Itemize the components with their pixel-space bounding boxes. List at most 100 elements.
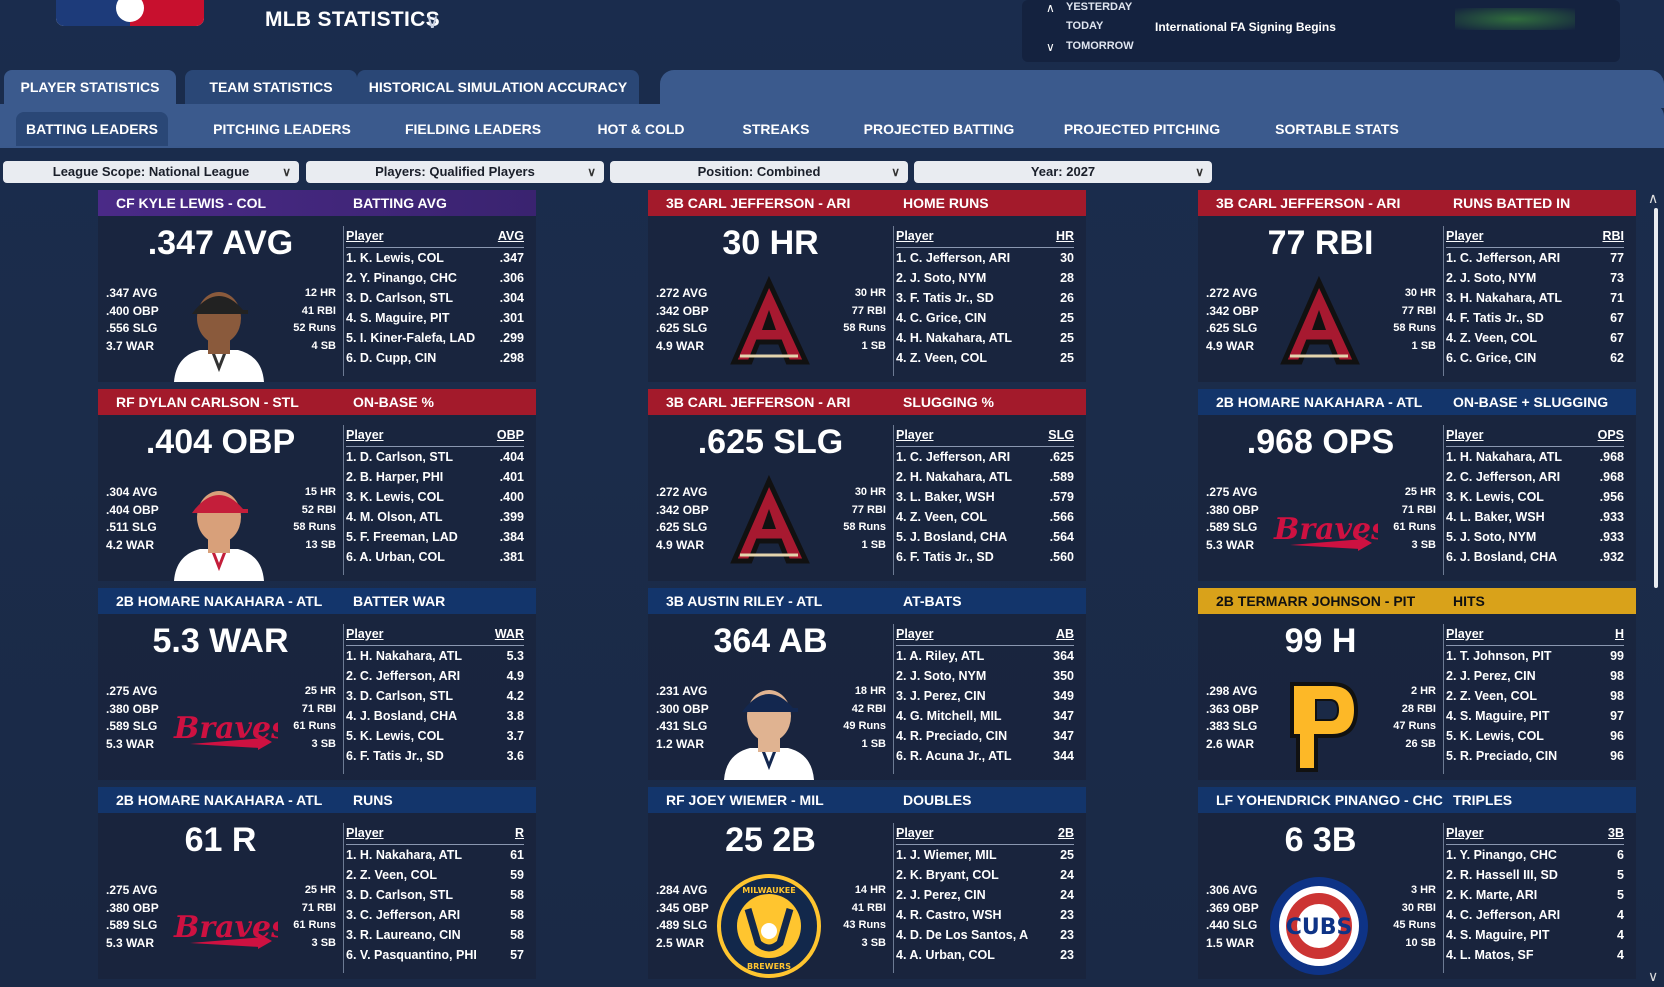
leader-row[interactable]: 4. Z. Veen, COL 67: [1446, 328, 1624, 348]
leader-row[interactable]: 1. D. Carlson, STL .404: [346, 447, 524, 467]
subtab-sortable-stats[interactable]: SORTABLE STATS: [1275, 121, 1399, 137]
col-stat[interactable]: H: [1614, 627, 1624, 641]
col-player[interactable]: Player: [346, 826, 384, 840]
card-player-name[interactable]: 2B HOMARE NAKAHARA - ATL: [116, 792, 323, 808]
leader-row[interactable]: 3. K. Lewis, COL .400: [346, 487, 524, 507]
leader-row[interactable]: 6. V. Pasquantino, PHI 57: [346, 945, 524, 965]
subtab-pitching-leaders[interactable]: PITCHING LEADERS: [213, 121, 351, 137]
col-stat[interactable]: HR: [1055, 229, 1074, 243]
col-player[interactable]: Player: [346, 428, 384, 442]
leader-row[interactable]: 3. C. Jefferson, ARI 58: [346, 905, 524, 925]
leader-row[interactable]: 2. J. Soto, NYM 28: [896, 268, 1074, 288]
leader-row[interactable]: 3. L. Baker, WSH .579: [896, 487, 1074, 507]
leader-row[interactable]: 4. L. Matos, SF 4: [1446, 945, 1624, 965]
leader-row[interactable]: 2. H. Nakahara, ATL .589: [896, 467, 1074, 487]
scroll-down-icon[interactable]: ∨: [1648, 968, 1659, 984]
col-stat[interactable]: AVG: [497, 229, 524, 243]
leader-card[interactable]: LF YOHENDRICK PINANGO - CHC TRIPLES 6 3B…: [1198, 787, 1636, 979]
subtab-fielding-leaders[interactable]: FIELDING LEADERS: [404, 121, 542, 137]
card-player-name[interactable]: 2B HOMARE NAKAHARA - ATL: [1216, 394, 1423, 410]
league-scope-dropdown[interactable]: League Scope: National League ∨: [3, 161, 299, 183]
card-player-name[interactable]: RF DYLAN CARLSON - STL: [116, 394, 299, 410]
news-tomorrow[interactable]: TOMORROW: [1066, 40, 1134, 52]
leader-row[interactable]: 6. F. Tatis Jr., SD 3.6: [346, 746, 524, 766]
leader-row[interactable]: 3. R. Laureano, CIN 58: [346, 925, 524, 945]
leader-row[interactable]: 4. A. Urban, COL 23: [896, 945, 1074, 965]
subtab-hot-cold[interactable]: HOT & COLD: [597, 121, 685, 137]
col-stat[interactable]: 3B: [1608, 826, 1624, 840]
leader-row[interactable]: 2. J. Perez, CIN 98: [1446, 666, 1624, 686]
leader-row[interactable]: 5. J. Soto, NYM .933: [1446, 527, 1624, 547]
col-player[interactable]: Player: [896, 627, 934, 641]
tab-historical-simulation-accuracy[interactable]: HISTORICAL SIMULATION ACCURACY: [357, 70, 639, 104]
subtab-projected-batting[interactable]: PROJECTED BATTING: [863, 121, 1015, 137]
leader-row[interactable]: 2. J. Soto, NYM 350: [896, 666, 1074, 686]
card-player-name[interactable]: 3B CARL JEFFERSON - ARI: [1216, 195, 1401, 211]
leader-row[interactable]: 4. S. Maguire, PIT 4: [1446, 925, 1624, 945]
leader-row[interactable]: 1. C. Jefferson, ARI .625: [896, 447, 1074, 467]
scrollbar[interactable]: [1654, 208, 1658, 588]
leader-card[interactable]: 2B HOMARE NAKAHARA - ATL RUNS 61 R Brave…: [98, 787, 536, 979]
card-player-name[interactable]: 3B CARL JEFFERSON - ARI: [666, 195, 851, 211]
leader-row[interactable]: 2. Y. Pinango, CHC .306: [346, 268, 524, 288]
leader-card[interactable]: RF JOEY WIEMER - MIL DOUBLES 25 2B MILWA…: [648, 787, 1086, 979]
leader-row[interactable]: 6. F. Tatis Jr., SD .560: [896, 547, 1074, 567]
leader-row[interactable]: 2. J. Perez, CIN 24: [896, 885, 1074, 905]
leader-row[interactable]: 1. H. Nakahara, ATL 61: [346, 845, 524, 865]
card-player-name[interactable]: LF YOHENDRICK PINANGO - CHC: [1216, 792, 1443, 808]
leader-row[interactable]: 3. F. Tatis Jr., SD 26: [896, 288, 1074, 308]
leader-row[interactable]: 4. M. Olson, ATL .399: [346, 507, 524, 527]
card-player-name[interactable]: 3B CARL JEFFERSON - ARI: [666, 394, 851, 410]
leader-row[interactable]: 4. S. Maguire, PIT 97: [1446, 706, 1624, 726]
leader-row[interactable]: 2. Z. Veen, COL 59: [346, 865, 524, 885]
subtab-projected-pitching[interactable]: PROJECTED PITCHING: [1063, 121, 1221, 137]
col-stat[interactable]: SLG: [1048, 428, 1074, 442]
leader-row[interactable]: 5. K. Lewis, COL 96: [1446, 726, 1624, 746]
chevron-down-icon[interactable]: ∨: [425, 11, 440, 33]
leader-row[interactable]: 2. B. Harper, PHI .401: [346, 467, 524, 487]
leader-row[interactable]: 2. R. Hassell III, SD 5: [1446, 865, 1624, 885]
card-player-name[interactable]: 2B HOMARE NAKAHARA - ATL: [116, 593, 323, 609]
news-today[interactable]: TODAY: [1066, 20, 1104, 32]
leader-row[interactable]: 4. R. Castro, WSH 23: [896, 905, 1074, 925]
leader-card[interactable]: CF KYLE LEWIS - COL BATTING AVG .347 AVG…: [98, 190, 536, 382]
col-player[interactable]: Player: [346, 627, 384, 641]
leader-card[interactable]: 3B AUSTIN RILEY - ATL AT-BATS 364 AB .23…: [648, 588, 1086, 780]
col-stat[interactable]: R: [514, 826, 524, 840]
leader-row[interactable]: 4. C. Grice, CIN 25: [896, 308, 1074, 328]
col-player[interactable]: Player: [1446, 826, 1484, 840]
leader-card[interactable]: 2B HOMARE NAKAHARA - ATL BATTER WAR 5.3 …: [98, 588, 536, 780]
leader-row[interactable]: 1. K. Lewis, COL .347: [346, 248, 524, 268]
leader-row[interactable]: 5. F. Freeman, LAD .384: [346, 527, 524, 547]
leader-row[interactable]: 5. I. Kiner-Falefa, LAD .299: [346, 328, 524, 348]
card-player-name[interactable]: CF KYLE LEWIS - COL: [116, 195, 267, 211]
subtab-streaks[interactable]: STREAKS: [742, 121, 810, 137]
col-player[interactable]: Player: [896, 826, 934, 840]
tab-team-statistics[interactable]: TEAM STATISTICS: [185, 70, 357, 104]
leader-card[interactable]: 2B TERMARR JOHNSON - PIT HITS 99 H .298 …: [1198, 588, 1636, 780]
chevron-down-icon[interactable]: ∨: [1046, 40, 1055, 54]
col-player[interactable]: Player: [1446, 229, 1484, 243]
players-dropdown[interactable]: Players: Qualified Players ∨: [306, 161, 604, 183]
leader-row[interactable]: 5. J. Bosland, CHA .564: [896, 527, 1074, 547]
leader-row[interactable]: 3. D. Carlson, STL 4.2: [346, 686, 524, 706]
leader-row[interactable]: 1. H. Nakahara, ATL 5.3: [346, 646, 524, 666]
position-dropdown[interactable]: Position: Combined ∨: [610, 161, 908, 183]
col-player[interactable]: Player: [346, 229, 384, 243]
leader-row[interactable]: 5. K. Lewis, COL 3.7: [346, 726, 524, 746]
leader-row[interactable]: 2. Z. Veen, COL 98: [1446, 686, 1624, 706]
leader-row[interactable]: 1. Y. Pinango, CHC 6: [1446, 845, 1624, 865]
leader-row[interactable]: 1. C. Jefferson, ARI 77: [1446, 248, 1624, 268]
leader-row[interactable]: 2. K. Bryant, COL 24: [896, 865, 1074, 885]
leader-row[interactable]: 4. D. De Los Santos, A 23: [896, 925, 1074, 945]
leader-row[interactable]: 1. C. Jefferson, ARI 30: [896, 248, 1074, 268]
leader-row[interactable]: 3. D. Carlson, STL 58: [346, 885, 524, 905]
col-stat[interactable]: OBP: [496, 428, 524, 442]
leader-row[interactable]: 2. K. Marte, ARI 5: [1446, 885, 1624, 905]
card-player-name[interactable]: 3B AUSTIN RILEY - ATL: [666, 593, 823, 609]
leader-row[interactable]: 5. R. Preciado, CIN 96: [1446, 746, 1624, 766]
col-stat[interactable]: RBI: [1602, 229, 1624, 243]
col-stat[interactable]: AB: [1055, 627, 1074, 641]
leader-row[interactable]: 4. Z. Veen, COL 25: [896, 348, 1074, 368]
leader-row[interactable]: 1. H. Nakahara, ATL .968: [1446, 447, 1624, 467]
